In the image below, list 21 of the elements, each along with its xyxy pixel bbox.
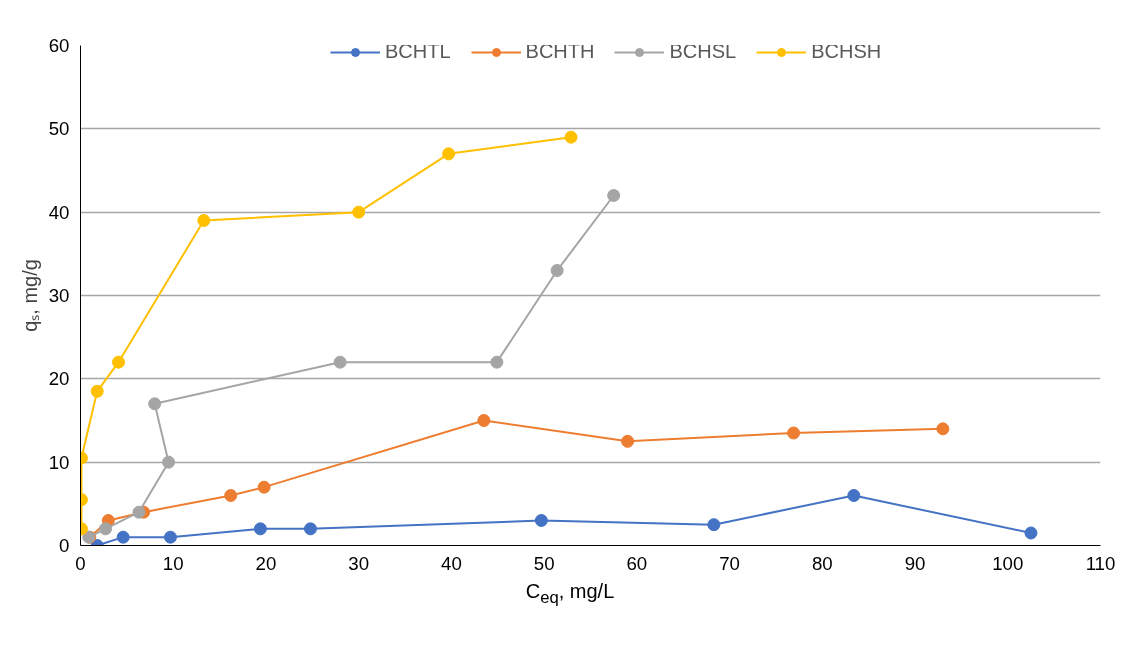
y-axis-title: qₛ, mg/g (18, 259, 41, 332)
y-tick-label: 30 (48, 285, 70, 306)
x-tick-label: 20 (255, 552, 277, 574)
x-tick-label: 80 (811, 552, 833, 574)
x-tick-label: 60 (626, 552, 648, 574)
y-tick-label: 50 (48, 118, 70, 140)
x-tick-label: 50 (533, 552, 555, 574)
x-tick-label: 90 (904, 552, 926, 574)
x-tick-label: 70 (719, 552, 740, 574)
x-tick-label: 0 (75, 552, 86, 574)
y-tick-label: 10 (48, 451, 70, 473)
x-tick-label: 110 (1085, 552, 1116, 574)
y-tick-label: 0 (59, 535, 70, 556)
x-tick-label: 100 (992, 552, 1024, 574)
x-tick-label: 40 (441, 552, 462, 574)
y-tick-label: 40 (48, 201, 70, 223)
x-tick-label: 10 (162, 552, 184, 574)
x-axis-title: C$_{eq}$, mg/L (525, 579, 615, 609)
y-tick-label: 20 (48, 368, 70, 390)
x-tick-label: 30 (348, 552, 370, 574)
y-tick-label: 60 (48, 35, 70, 56)
